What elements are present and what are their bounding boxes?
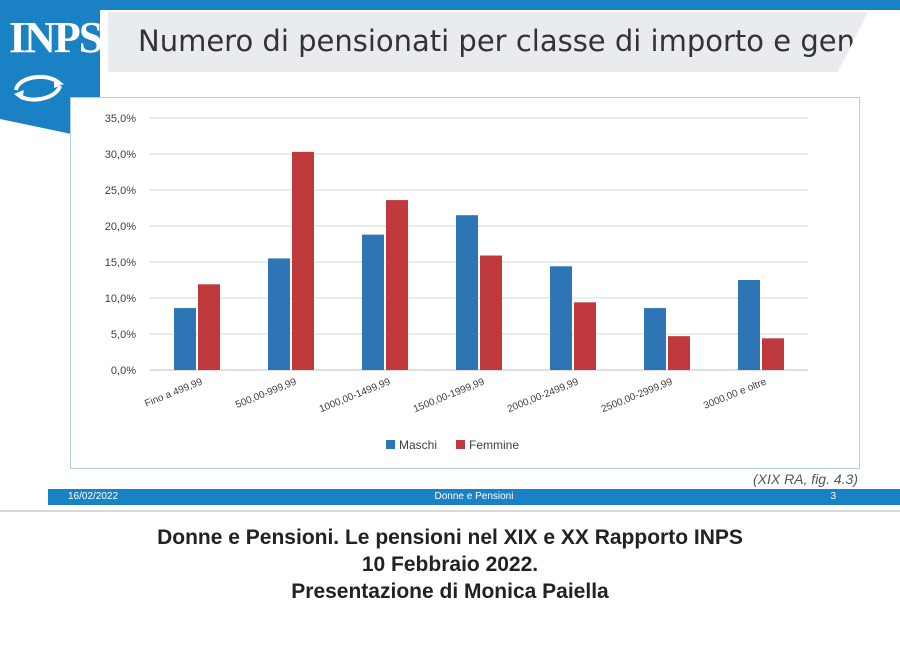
y-tick-label: 30,0%: [105, 149, 136, 161]
x-tick-label: 1000,00-1499,99: [318, 376, 393, 415]
inps-logo: INPS: [0, 0, 100, 140]
slide-title: Numero di pensionati per classe di impor…: [138, 24, 900, 58]
footer-title: Donne e Pensioni: [434, 491, 514, 502]
bar-femmine: [574, 302, 596, 370]
caption: Donne e Pensioni. Le pensioni nel XIX e …: [0, 524, 900, 605]
caption-line-3: Presentazione di Monica Paiella: [291, 580, 609, 603]
bar-femmine: [762, 338, 784, 370]
footer-date: 16/02/2022: [68, 491, 119, 502]
legend-label-maschi: Maschi: [399, 438, 437, 452]
bar-femmine: [292, 151, 314, 370]
logo-text: INPS: [9, 13, 102, 62]
bar-femmine: [386, 200, 408, 370]
legend-swatch-maschi: [386, 440, 395, 449]
x-tick-label: 2000,00-2499,99: [506, 376, 581, 415]
divider: [0, 510, 900, 512]
y-tick-label: 35,0%: [105, 113, 136, 125]
bar-chart: 0,0% 5,0% 10,0% 15,0% 20,0% 25,0% 30,0% 35,0% Fi…: [105, 113, 808, 452]
title-band: Numero di pensionati per classe di impor…: [108, 12, 868, 72]
x-tick-label: Fino a 499,99: [143, 376, 204, 409]
bar-maschi: [362, 234, 384, 370]
bar-femmine: [480, 255, 502, 370]
bar-femmine: [198, 284, 220, 370]
logo-swirl-icon: [14, 74, 64, 102]
y-tick-label: 10,0%: [105, 293, 136, 305]
bar-maschi: [644, 308, 666, 370]
bar-femmine: [668, 336, 690, 370]
top-stripe: [0, 0, 900, 10]
x-tick-label: 1500,00-1999,99: [412, 376, 487, 415]
source-note: (XIX RA, fig. 4.3): [752, 471, 858, 487]
x-tick-label: 2500,00-2999,99: [600, 376, 675, 415]
y-tick-label: 20,0%: [105, 221, 136, 233]
slide: Numero di pensionati per classe di impor…: [0, 0, 900, 505]
footer-page-number: 3: [830, 491, 836, 502]
bar-maschi: [550, 266, 572, 370]
footer-bar: 16/02/2022 Donne e Pensioni 3: [48, 489, 900, 505]
y-tick-label: 25,0%: [105, 185, 136, 197]
legend-swatch-femmine: [456, 440, 465, 449]
y-tick-label: 15,0%: [105, 257, 136, 269]
x-tick-label: 500,00-999,99: [234, 376, 298, 411]
bar-maschi: [738, 280, 760, 370]
y-tick-label: 0,0%: [111, 365, 136, 377]
bar-maschi: [456, 215, 478, 370]
y-tick-label: 5,0%: [111, 329, 136, 341]
caption-line-2: 10 Febbraio 2022.: [361, 553, 539, 576]
bar-maschi: [268, 258, 290, 370]
legend-label-femmine: Femmine: [469, 438, 519, 452]
bar-maschi: [174, 308, 196, 370]
x-tick-label: 3000,00 e oltre: [702, 376, 768, 411]
caption-line-1: Donne e Pensioni. Le pensioni nel XIX e …: [157, 526, 743, 549]
